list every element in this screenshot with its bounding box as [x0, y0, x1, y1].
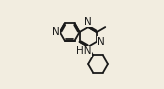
Text: HN: HN — [76, 46, 91, 56]
Text: N: N — [84, 17, 92, 27]
Text: N: N — [97, 37, 105, 47]
Text: N: N — [51, 27, 59, 37]
